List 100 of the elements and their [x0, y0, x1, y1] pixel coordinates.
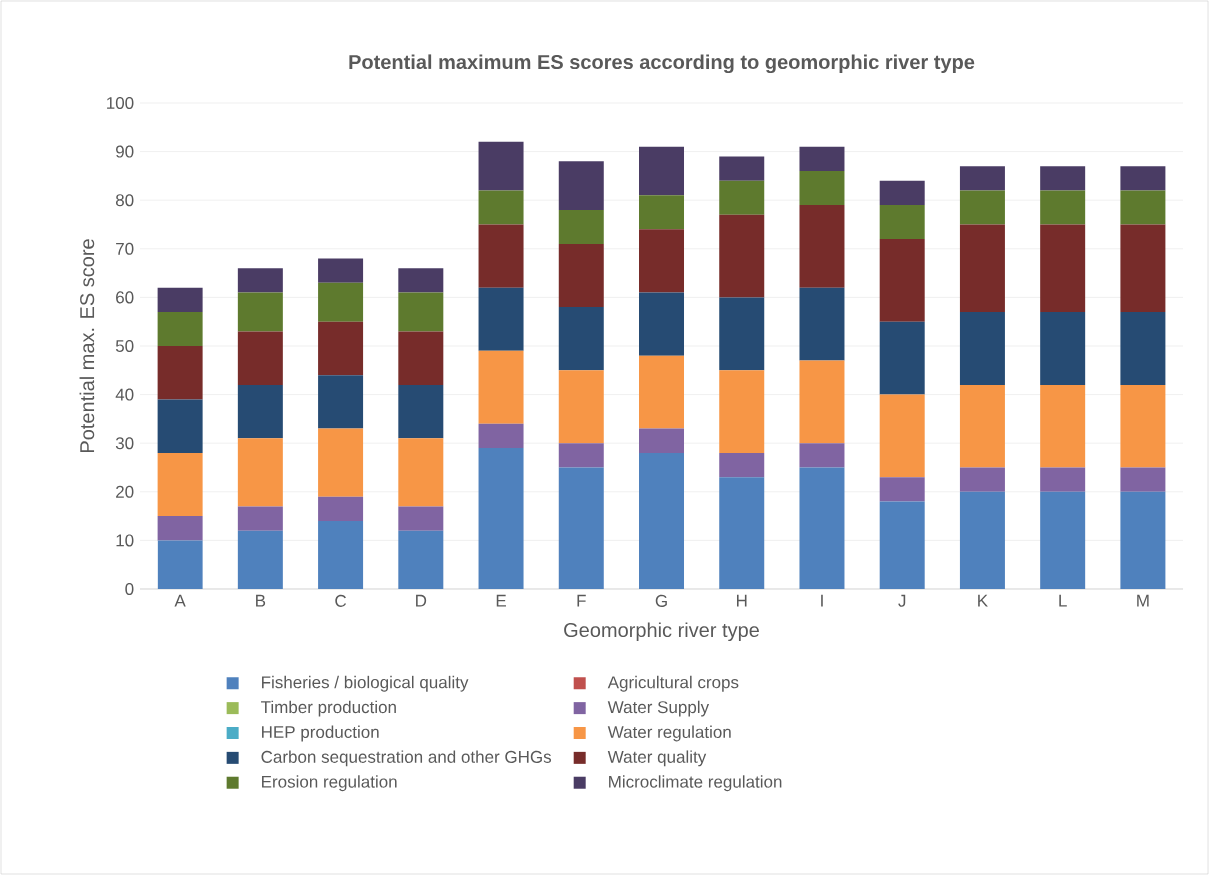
- bar: [478, 287, 524, 351]
- legend-label: Water regulation: [607, 725, 731, 742]
- bar: [478, 448, 524, 589]
- bar: [719, 156, 765, 181]
- bar: [1040, 491, 1086, 589]
- bar: [398, 438, 444, 507]
- bar: [237, 331, 283, 385]
- y-tick-label: 70: [116, 242, 134, 255]
- bar: [237, 268, 283, 293]
- bar: [318, 496, 364, 521]
- x-tick-label: D: [416, 594, 427, 607]
- bar: [639, 428, 685, 453]
- bar: [558, 161, 604, 210]
- bar: [719, 297, 765, 371]
- y-tick-label: 10: [116, 534, 134, 547]
- bar: [719, 477, 765, 589]
- bar: [558, 370, 604, 444]
- bar: [157, 452, 203, 517]
- legend-label: Timber production: [261, 700, 396, 717]
- bar: [398, 506, 444, 531]
- bar: [1120, 467, 1166, 492]
- bar: [398, 530, 444, 589]
- bar: [157, 287, 203, 312]
- bar: [318, 321, 364, 376]
- legend-label: Erosion regulation: [262, 775, 397, 792]
- x-tick-label: L: [1059, 594, 1067, 607]
- x-tick-label: F: [577, 594, 586, 607]
- y-tick-label: 20: [116, 485, 134, 498]
- bar: [639, 229, 685, 293]
- bar: [237, 506, 283, 531]
- bar: [799, 205, 845, 288]
- bar: [237, 384, 283, 439]
- bar: [799, 171, 845, 206]
- y-tick-label: 0: [125, 582, 134, 596]
- bar: [879, 205, 925, 240]
- bar: [1120, 190, 1166, 225]
- bar: [157, 399, 203, 453]
- bar: [157, 346, 203, 400]
- x-axis-title: Geomorphic river type: [564, 622, 759, 642]
- bar: [237, 438, 283, 507]
- bar: [639, 452, 685, 589]
- chart-title: Potential maximum ES scores according to geomorphic river type: [349, 54, 975, 74]
- bar: [237, 292, 283, 332]
- bar: [157, 311, 203, 346]
- bar: [959, 491, 1005, 589]
- bar: [398, 331, 444, 385]
- bar: [959, 311, 1005, 385]
- bar: [398, 268, 444, 293]
- bar: [799, 146, 845, 172]
- bar: [398, 384, 444, 439]
- bar: [879, 239, 925, 322]
- bar: [157, 540, 203, 589]
- bar: [639, 292, 685, 356]
- bar: [959, 224, 1005, 312]
- bar: [719, 214, 765, 298]
- bar: [959, 190, 1005, 225]
- bar: [1040, 311, 1086, 385]
- bar: [318, 282, 364, 322]
- bar: [318, 375, 364, 429]
- bar: [318, 258, 364, 283]
- bar: [719, 452, 765, 478]
- y-tick-label: 50: [115, 339, 134, 353]
- bar: [959, 467, 1005, 492]
- bar: [318, 520, 364, 589]
- legend-label: HEP production: [262, 725, 379, 742]
- x-tick-label: M: [1137, 594, 1149, 607]
- bar: [558, 443, 604, 468]
- legend-label: Carbon sequestration and other GHGs: [261, 750, 552, 767]
- bar: [157, 516, 203, 541]
- bar: [1120, 384, 1166, 468]
- legend-label: Agricultural crops: [607, 675, 739, 692]
- bar: [237, 530, 283, 589]
- y-tick-label: 60: [116, 291, 134, 304]
- bar: [1040, 384, 1086, 468]
- bar: [639, 355, 685, 429]
- bar: [478, 141, 524, 191]
- bar: [1120, 224, 1166, 312]
- bar: [1040, 224, 1086, 312]
- y-tick-label: 100: [107, 96, 134, 110]
- bar: [719, 180, 765, 215]
- bar: [879, 501, 925, 589]
- bar: [558, 307, 604, 371]
- bar: [799, 443, 845, 468]
- bar: [879, 180, 925, 206]
- legend-label: Water quality: [607, 750, 707, 767]
- bar: [1120, 311, 1166, 385]
- bar: [558, 467, 604, 589]
- y-tick-label: 80: [115, 194, 134, 207]
- bar: [398, 292, 444, 332]
- bar: [478, 224, 524, 288]
- bar: [879, 477, 925, 502]
- bar: [558, 243, 604, 308]
- y-tick-label: 30: [115, 437, 134, 450]
- bar: [879, 321, 925, 395]
- legend-label: Fisheries / biological quality: [262, 675, 469, 692]
- bar: [478, 190, 524, 225]
- legend-label: Microclimate regulation: [609, 775, 782, 792]
- y-tick-label: 90: [116, 145, 134, 158]
- bar: [959, 166, 1005, 191]
- bar: [478, 423, 524, 449]
